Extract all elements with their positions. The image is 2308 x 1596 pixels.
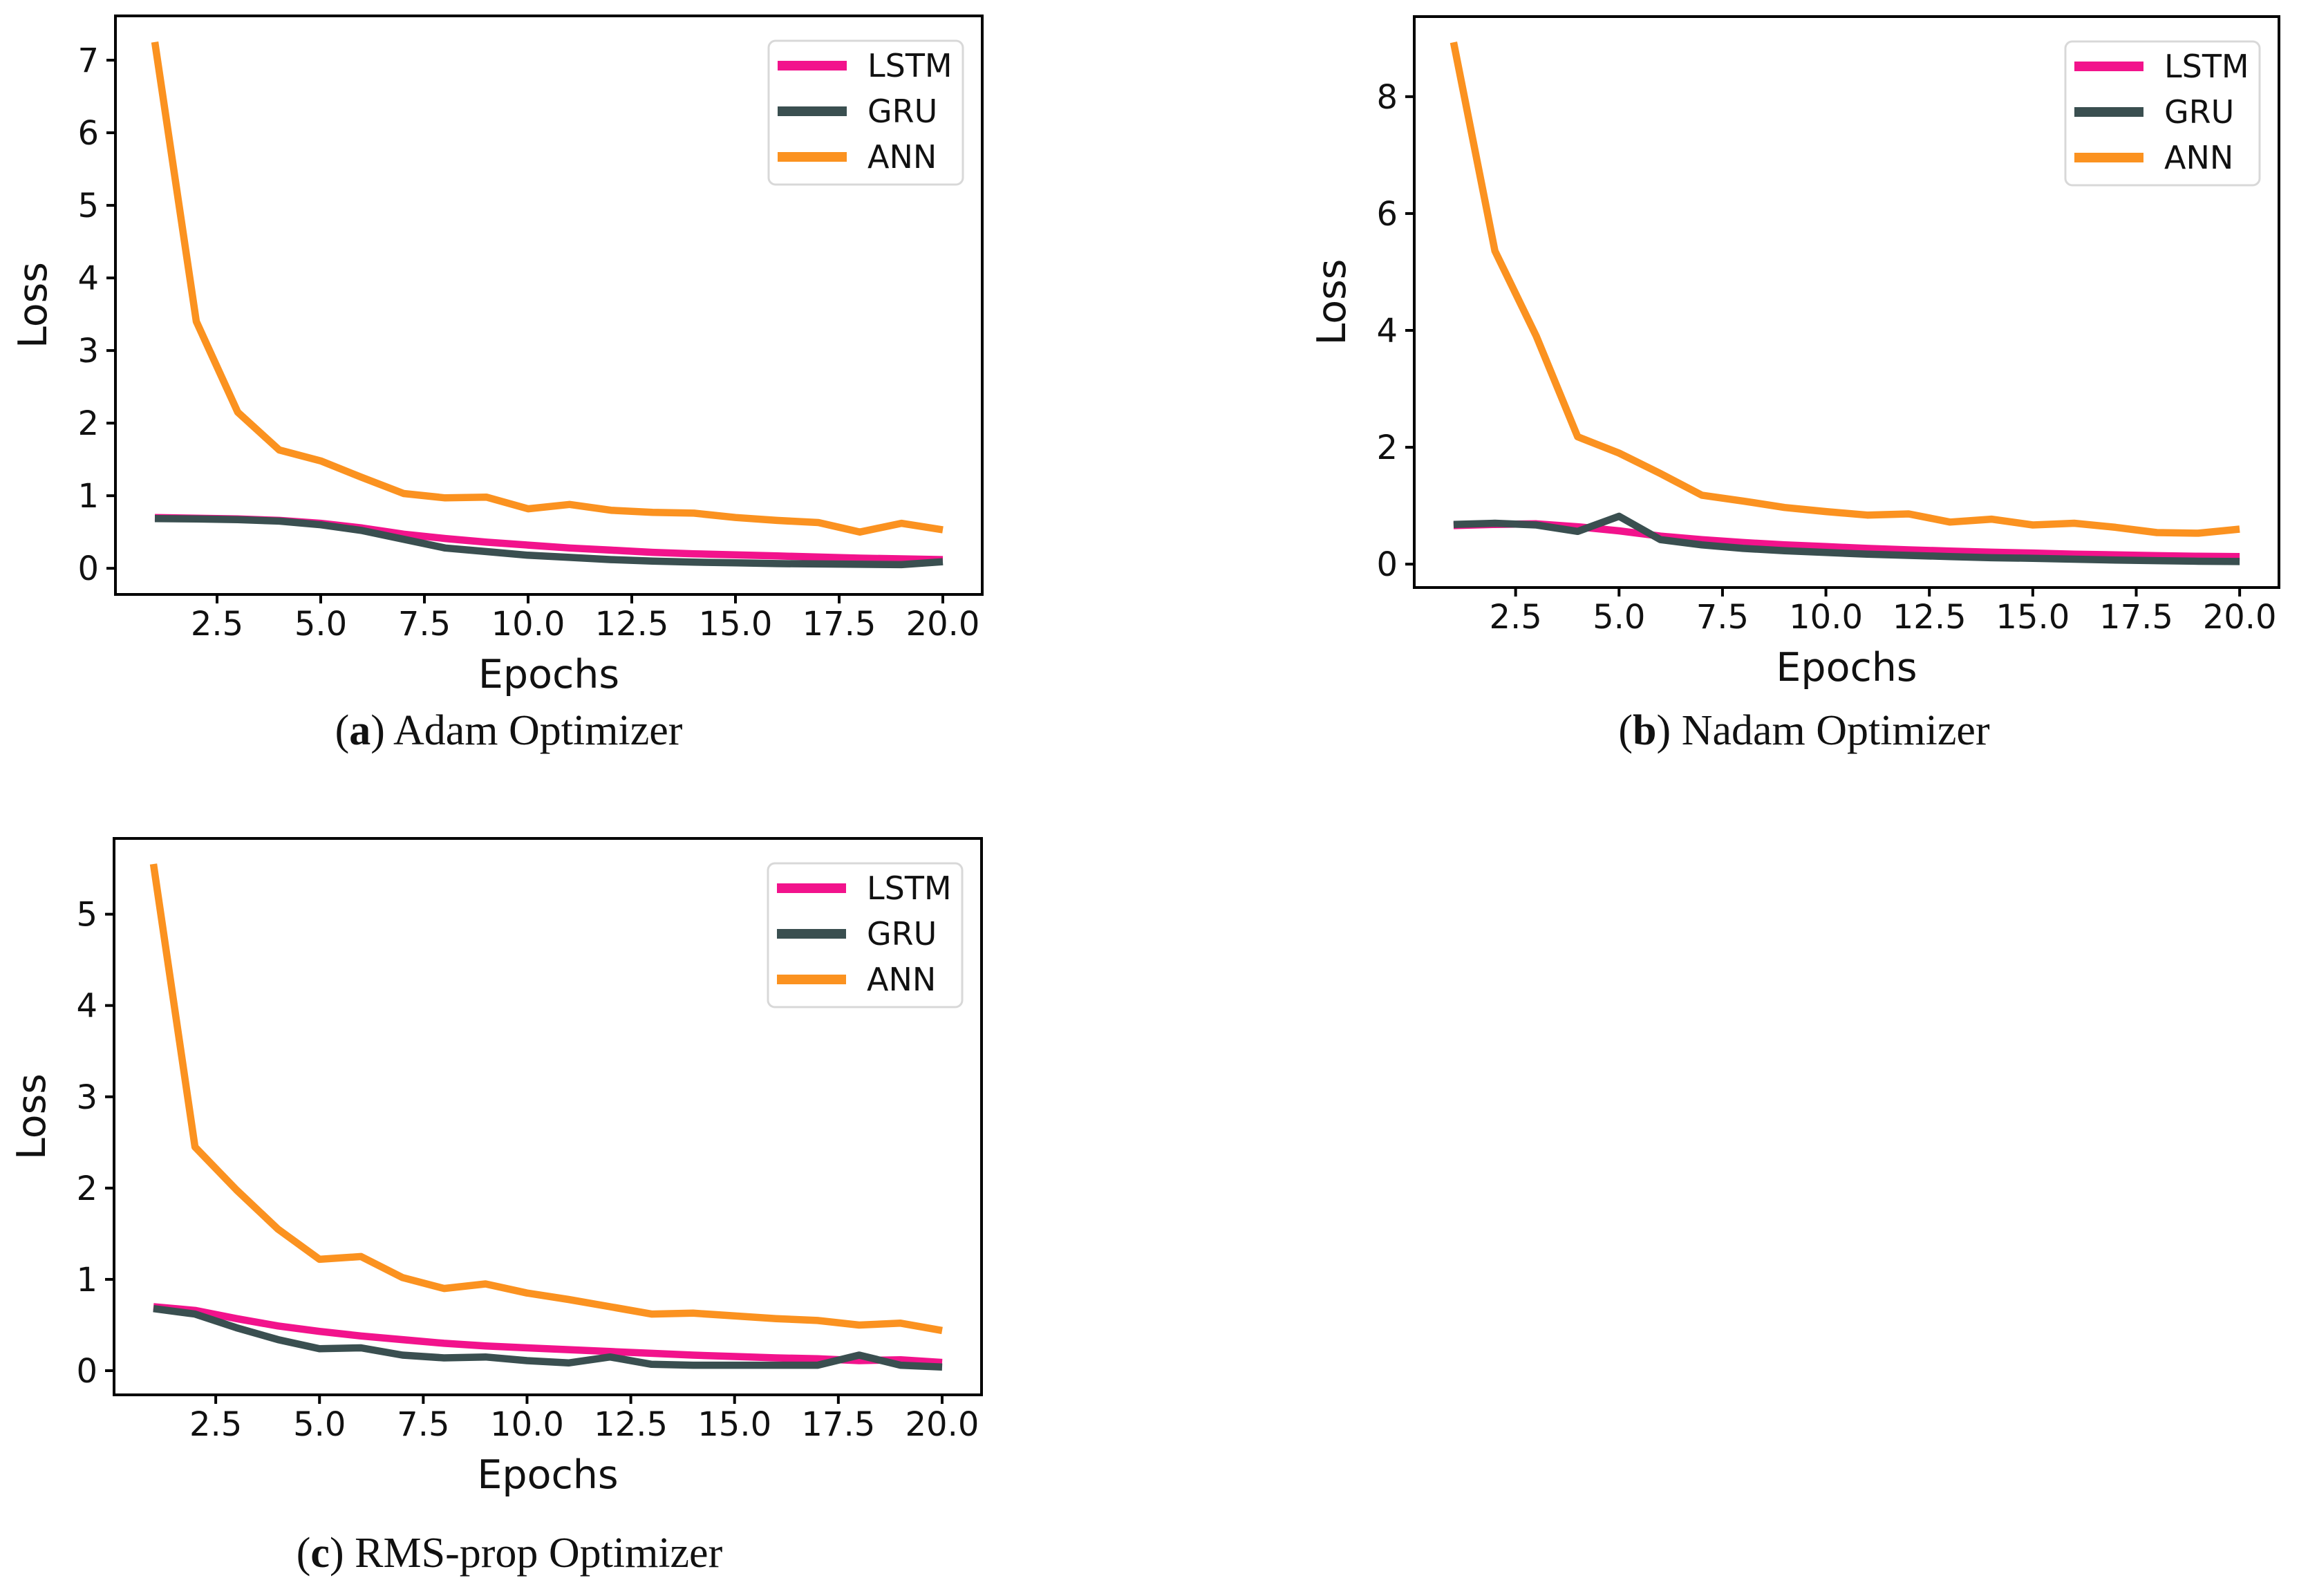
x-tick-label: 5.0 [1593, 598, 1645, 637]
legend-label-ann: ANN [867, 138, 937, 176]
x-tick-label: 20.0 [906, 1405, 979, 1444]
caption-rmsprop: (c) RMS-prop Optimizer [95, 1529, 924, 1578]
legend-label-lstm: LSTM [2164, 48, 2249, 85]
legend-box [2064, 40, 2261, 187]
y-tick-label: 1 [76, 1261, 97, 1299]
caption-close: ) [1656, 707, 1671, 754]
legend-label-gru: GRU [2164, 93, 2234, 131]
series-line-lstm [153, 1303, 943, 1367]
legend-label-lstm: LSTM [867, 870, 952, 907]
y-tick-label: 5 [77, 187, 99, 225]
caption-adam: (a) Adam Optimizer [94, 706, 923, 755]
x-tick-label: 20.0 [2203, 598, 2277, 637]
caption-title: Nadam Optimizer [1681, 707, 1990, 754]
x-axis-label: Epochs [477, 1452, 618, 1498]
x-tick-label: 5.0 [294, 605, 347, 644]
caption-letter: c [310, 1530, 330, 1577]
x-tick-label: 12.5 [594, 1405, 668, 1444]
plot-frame [113, 837, 983, 1396]
x-tick-label: 2.5 [191, 605, 243, 644]
legend-box [767, 862, 964, 1008]
y-tick-label: 8 [1376, 78, 1398, 117]
y-tick-label: 5 [76, 896, 97, 935]
caption-title: Adam Optimizer [393, 707, 683, 754]
plot-frame [114, 15, 984, 596]
x-tick-label: 2.5 [1489, 598, 1541, 637]
y-tick-label: 0 [76, 1352, 97, 1391]
series-line-ann [1449, 41, 2240, 537]
legend-label-lstm: LSTM [867, 47, 953, 84]
x-tick-label: 5.0 [293, 1405, 346, 1444]
caption-open: ( [1618, 707, 1633, 754]
caption-letter: b [1633, 707, 1657, 754]
x-tick-label: 7.5 [398, 605, 451, 644]
x-axis-label: Epochs [478, 652, 619, 697]
panel-rmsprop-optimizer: 2.5 5.0 7.5 10.0 12.5 15.0 17.5 20.0 0 1 2 3 4 5 Epoch… [0, 795, 1037, 1596]
y-axis-label: Loss [9, 1073, 55, 1160]
panel-nadam-optimizer: 2.5 5.0 7.5 10.0 12.5 15.0 17.5 20.0 0 2 4 6 8 Epochs… [1271, 0, 2308, 795]
x-tick-label: 15.0 [697, 1405, 771, 1444]
x-tick-label: 15.0 [699, 605, 773, 644]
caption-close: ) [370, 707, 385, 754]
plot-frame [1413, 15, 2280, 589]
y-tick-label: 0 [1376, 545, 1398, 584]
legend-label-ann: ANN [867, 961, 936, 998]
chart-adam-optimizer: 2.5 5.0 7.5 10.0 12.5 15.0 17.5 20.0 0 1 2 3 4 5 6 7 Epo… [10, 15, 984, 697]
x-tick-label: 20.0 [906, 605, 980, 644]
y-tick-label: 0 [77, 550, 99, 588]
x-tick-label: 17.5 [2099, 598, 2173, 637]
legend-label-gru: GRU [867, 915, 937, 952]
y-tick-label: 4 [77, 259, 99, 298]
x-tick-label: 12.5 [1893, 598, 1967, 637]
series-line-gru [1453, 512, 2240, 565]
caption-open: ( [296, 1530, 311, 1577]
caption-title: RMS-prop Optimizer [355, 1530, 723, 1577]
series-line-gru [154, 515, 944, 569]
legend-box [767, 39, 964, 186]
y-axis-label: Loss [1309, 259, 1355, 345]
y-tick-label: 6 [1376, 195, 1398, 234]
caption-letter: a [349, 707, 371, 754]
series-line-ann [151, 41, 944, 536]
y-tick-label: 1 [77, 477, 99, 516]
x-tick-label: 17.5 [803, 605, 876, 644]
x-tick-label: 12.5 [595, 605, 669, 644]
series-line-gru [153, 1304, 943, 1371]
x-tick-label: 10.0 [490, 1405, 564, 1444]
x-tick-label: 2.5 [189, 1405, 242, 1444]
legend-label-ann: ANN [2164, 139, 2233, 176]
y-tick-label: 3 [76, 1078, 97, 1117]
x-tick-label: 7.5 [1696, 598, 1749, 637]
chart-nadam-optimizer: 2.5 5.0 7.5 10.0 12.5 15.0 17.5 20.0 0 2 4 6 8 Epochs… [1309, 15, 2280, 691]
y-tick-label: 3 [77, 332, 99, 370]
panel-adam-optimizer: 2.5 5.0 7.5 10.0 12.5 15.0 17.5 20.0 0 1 2 3 4 5 6 7 Epo… [0, 0, 1037, 795]
x-tick-label: 10.0 [491, 605, 565, 644]
y-tick-label: 7 [77, 41, 99, 80]
caption-open: ( [335, 707, 350, 754]
y-tick-label: 2 [77, 404, 99, 443]
series-line-ann [149, 863, 943, 1335]
x-tick-label: 15.0 [1996, 598, 2070, 637]
y-axis-label: Loss [10, 262, 56, 348]
caption-nadam: (b) Nadam Optimizer [1389, 706, 2219, 755]
y-tick-label: 2 [76, 1170, 97, 1208]
x-tick-label: 17.5 [801, 1405, 875, 1444]
y-tick-label: 4 [1376, 312, 1398, 350]
x-tick-label: 10.0 [1789, 598, 1863, 637]
y-tick-label: 6 [77, 114, 99, 153]
chart-rmsprop-optimizer: 2.5 5.0 7.5 10.0 12.5 15.0 17.5 20.0 0 1 2 3 4 5 Epoch… [9, 837, 983, 1498]
x-tick-label: 7.5 [397, 1405, 449, 1444]
y-tick-label: 2 [1376, 429, 1398, 467]
y-tick-label: 4 [76, 987, 97, 1026]
caption-close: ) [329, 1530, 344, 1577]
x-axis-label: Epochs [1776, 645, 1917, 691]
legend-label-gru: GRU [867, 93, 937, 130]
